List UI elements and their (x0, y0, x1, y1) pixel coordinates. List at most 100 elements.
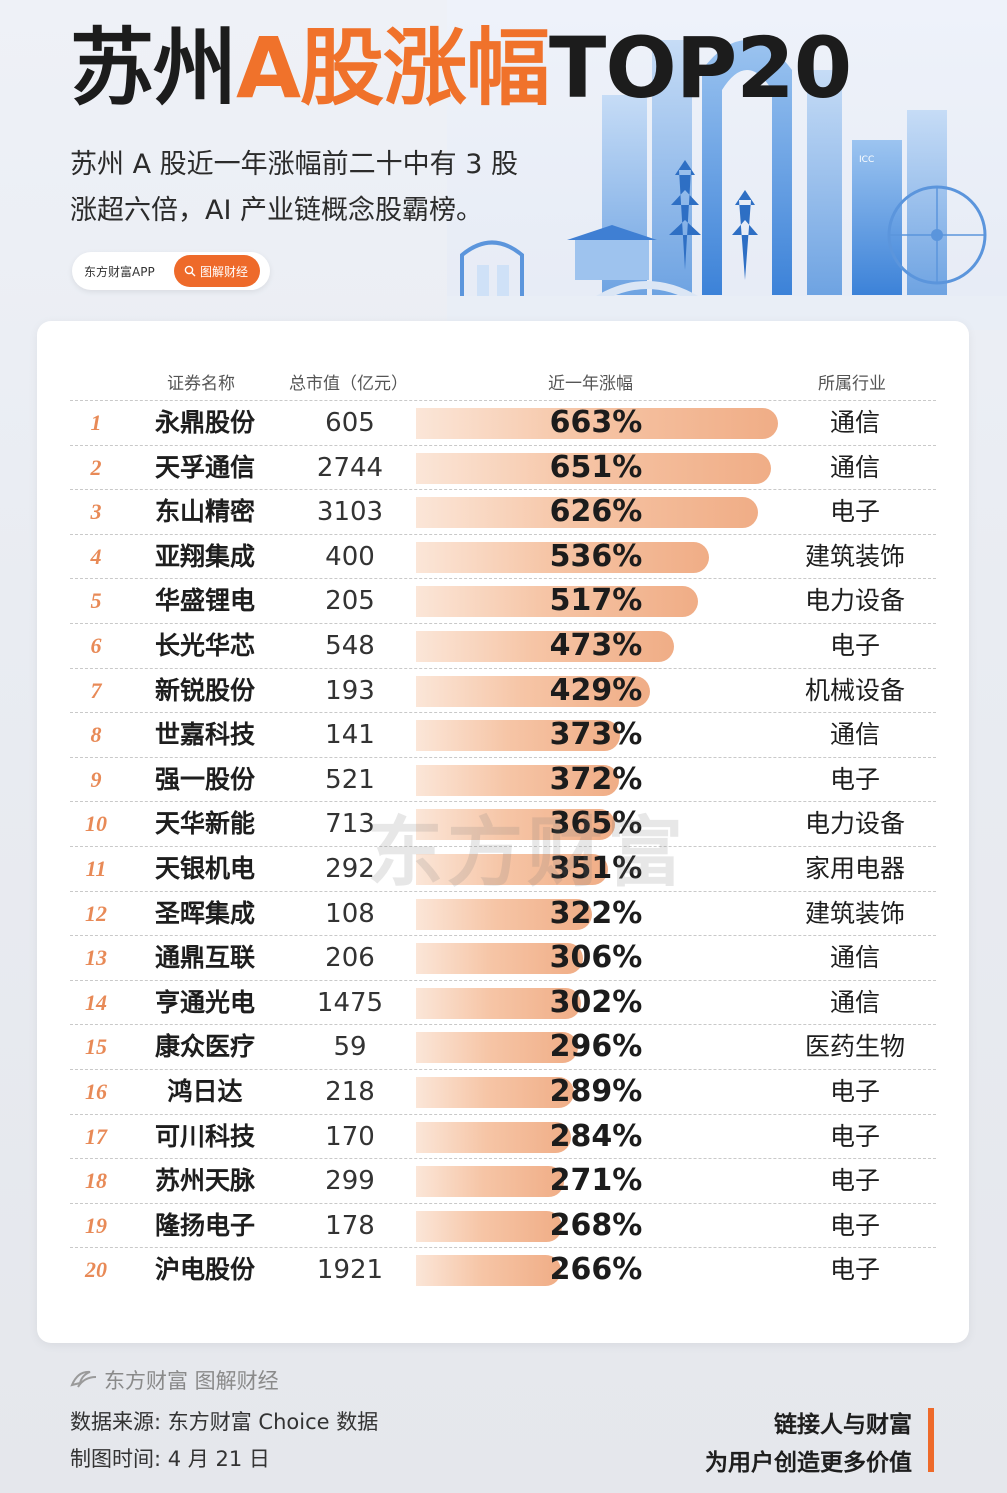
chart-date: 制图时间: 4 月 21 日 (70, 1447, 270, 1471)
change-bar (416, 408, 778, 439)
stock-name: 强一股份 (154, 764, 255, 794)
table-row: 13 通鼎互联 206 306% 通信 (70, 935, 936, 980)
change-label: 306% (549, 940, 643, 976)
market-cap: 2744 (316, 452, 384, 483)
change-cell: 651% (416, 446, 816, 491)
title-top20: TOP20 (549, 19, 852, 117)
market-cap: 400 (325, 541, 375, 572)
stock-name: 苏州天脉 (154, 1166, 255, 1196)
industry: 电子 (829, 497, 880, 527)
change-label: 266% (549, 1252, 643, 1288)
change-bar (416, 586, 699, 618)
app-name: 东方财富APP (84, 264, 155, 279)
stock-name: 沪电股份 (154, 1255, 255, 1285)
change-cell: 365% (416, 802, 816, 847)
stock-name: 长光华芯 (154, 630, 255, 660)
change-bar (416, 1210, 563, 1242)
industry: 医药生物 (804, 1032, 905, 1062)
rank-number: 7 (90, 677, 102, 703)
change-label: 351% (549, 850, 643, 886)
rank-number: 10 (85, 811, 107, 837)
market-cap: 205 (325, 586, 375, 617)
stock-name: 康众医疗 (154, 1032, 255, 1062)
rank-number: 3 (90, 499, 102, 525)
table-row: 20 沪电股份 1921 266% 电子 (70, 1247, 936, 1292)
skyline-sign: ICC (859, 155, 874, 165)
subtitle-line-2: 涨超六倍，AI 产业链概念股霸榜。 (70, 195, 484, 226)
table-row: 8 世嘉科技 141 373% 通信 (70, 712, 936, 757)
title-highlight: A股涨幅 (236, 19, 550, 117)
rank-number: 19 (85, 1212, 107, 1238)
change-cell: 302% (416, 981, 816, 1026)
table-row: 3 东山精密 3103 626% 电子 (70, 489, 936, 534)
stock-name: 天银机电 (154, 853, 255, 883)
market-cap: 170 (325, 1121, 375, 1152)
market-cap: 299 (325, 1166, 375, 1197)
col-header-cap: 总市值（亿元） (289, 374, 408, 394)
industry: 通信 (829, 943, 880, 973)
table-header: 证券名称 总市值（亿元） 近一年涨幅 所属行业 (37, 369, 969, 395)
change-label: 651% (549, 449, 643, 485)
page-title: 苏州A股涨幅TOP20 (70, 26, 852, 110)
change-bar (416, 809, 616, 841)
source-badge[interactable]: 东方财富APP 图解财经 (72, 252, 270, 290)
change-bar (416, 452, 772, 484)
market-cap: 141 (325, 720, 375, 751)
change-bar (416, 675, 651, 707)
rank-number: 13 (85, 945, 107, 971)
rank-number: 17 (85, 1123, 107, 1149)
market-cap: 108 (325, 898, 375, 929)
rank-number: 1 (90, 410, 102, 435)
col-header-industry: 所属行业 (818, 374, 886, 394)
table-row: 15 康众医疗 59 296% 医药生物 (70, 1024, 936, 1069)
table-row: 10 天华新能 713 365% 电力设备 (70, 801, 936, 846)
stock-name: 东山精密 (154, 497, 255, 527)
industry: 电子 (829, 764, 880, 794)
change-label: 663% (549, 405, 643, 440)
change-cell: 268% (416, 1204, 816, 1249)
change-cell: 289% (416, 1070, 816, 1115)
rank-number: 16 (85, 1078, 107, 1104)
change-bar (416, 720, 620, 752)
graphic-finance-button[interactable]: 图解财经 (174, 255, 261, 287)
industry: 电子 (829, 1076, 880, 1106)
change-label: 373% (549, 717, 643, 753)
change-label: 517% (549, 583, 643, 619)
data-source: 数据来源: 东方财富 Choice 数据 (70, 1410, 379, 1434)
stock-name: 圣晖集成 (154, 898, 255, 928)
market-cap: 1475 (316, 987, 384, 1018)
change-label: 429% (549, 672, 643, 708)
search-icon (184, 265, 196, 277)
rank-number: 6 (90, 632, 102, 658)
industry: 建筑装饰 (804, 541, 905, 571)
stock-name: 隆扬电子 (154, 1210, 255, 1240)
footer-logo-text: 东方财富 图解财经 (104, 1369, 279, 1393)
table-row: 19 隆扬电子 178 268% 电子 (70, 1202, 936, 1249)
change-label: 284% (549, 1118, 643, 1154)
slogan-line-2: 为用户创造更多价值 (705, 1450, 912, 1476)
change-cell: 517% (416, 579, 816, 624)
industry: 建筑装饰 (804, 898, 905, 928)
stock-name: 亨通光电 (154, 987, 255, 1017)
market-cap: 548 (325, 630, 375, 661)
market-cap: 1921 (316, 1255, 384, 1286)
market-cap: 193 (325, 675, 375, 706)
change-bar (416, 1076, 574, 1108)
rank-number: 8 (90, 722, 102, 748)
change-label: 268% (549, 1207, 643, 1243)
eastmoney-logo-icon (70, 1370, 97, 1388)
stock-name: 永鼎股份 (154, 408, 255, 437)
rank-number: 12 (85, 900, 107, 926)
market-cap: 206 (325, 943, 375, 974)
change-label: 322% (549, 895, 643, 931)
rank-number: 9 (90, 766, 102, 792)
change-bar (416, 1121, 572, 1153)
footer-logo: 东方财富 图解财经 (70, 1365, 279, 1395)
header: ICC 苏州A股涨幅TOP20 苏州 A 股近一年涨幅前二十中有 3 股 涨超六… (0, 0, 1007, 330)
slogan-line-1: 链接人与财富 (774, 1412, 912, 1438)
change-cell: 626% (416, 490, 816, 535)
slogan-accent-bar (928, 1408, 934, 1472)
change-cell: 322% (416, 892, 816, 937)
table-row: 11 天银机电 292 351% 家用电器 (70, 845, 936, 891)
industry: 通信 (829, 452, 880, 482)
